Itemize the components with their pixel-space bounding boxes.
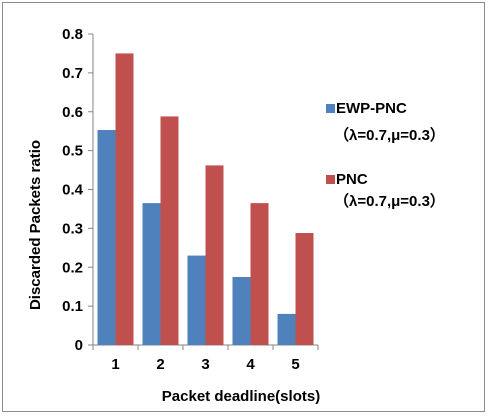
y-tick-label: 0.8 [62,26,83,43]
bar-ewp-pnc-1 [97,130,116,345]
y-tick-labels: 0 0.1 0.2 0.3 0.4 0.5 0.6 0.7 0.8 [62,26,84,354]
y-axis [88,33,94,346]
bar-pnc-3 [205,165,224,345]
legend-label-ewp-pnc: EWP-PNC [336,100,407,117]
x-tick-label: 1 [111,356,119,373]
x-axis [92,344,319,350]
bar-ewp-pnc-3 [187,255,206,345]
legend-item-pnc: PNC （λ=0.7,μ=0.3） [326,171,445,210]
y-tick-label: 0.1 [62,298,83,315]
x-tick-labels: 1 2 3 4 5 [111,356,299,373]
legend-swatch-pnc [326,175,335,184]
bar-ewp-pnc-2 [142,203,161,345]
legend-detail-pnc: （λ=0.7,μ=0.3） [334,192,445,210]
legend-label-pnc: PNC [336,171,368,188]
y-tick-label: 0.4 [62,182,84,199]
legend-detail-ewp-pnc: （λ=0.7,μ=0.3） [334,126,445,144]
bar-ewp-pnc-5 [277,313,296,345]
bar-pnc-5 [295,233,314,345]
bar-pnc-4 [250,203,269,345]
y-axis-title: Discarded Packets ratio [27,140,44,310]
x-tick-label: 5 [291,356,299,373]
y-tick-label: 0 [75,337,83,354]
x-tick-label: 2 [156,356,164,373]
y-tick-label: 0.3 [62,220,83,237]
bars [97,53,314,345]
legend-item-ewp-pnc: EWP-PNC （λ=0.7,μ=0.3） [326,100,445,144]
bar-ewp-pnc-4 [232,276,251,345]
y-tick-label: 0.2 [62,259,83,276]
bar-pnc-1 [115,53,134,345]
legend: EWP-PNC （λ=0.7,μ=0.3） PNC （λ=0.7,μ=0.3） [326,100,445,210]
x-axis-title: Packet deadline(slots) [162,388,320,405]
legend-swatch-ewp-pnc [326,104,335,113]
y-tick-label: 0.7 [62,65,83,82]
x-tick-label: 3 [201,356,209,373]
y-tick-label: 0.6 [62,104,83,121]
x-tick-label: 4 [246,356,255,373]
y-tick-label: 0.5 [62,143,83,160]
bar-pnc-2 [160,116,179,345]
